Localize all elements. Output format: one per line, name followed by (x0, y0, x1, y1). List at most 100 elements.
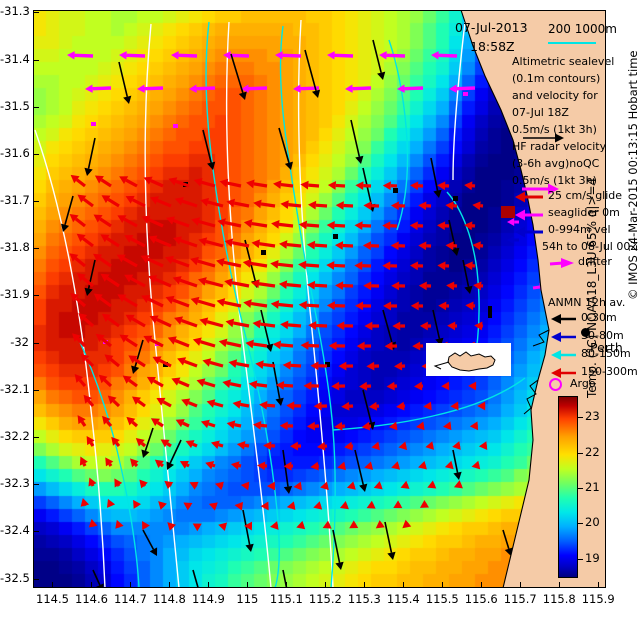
altimetric-line-2: (0.1m contours) (512, 72, 601, 85)
x-tick-mark (520, 582, 522, 588)
bathymetry-contour-3 (332, 377, 526, 431)
x-tick-label: 115.9 (581, 592, 615, 606)
x-tick-label: 115.2 (308, 592, 342, 606)
map-plot-area[interactable] (33, 10, 606, 588)
y-tick-label: -31.4 (0, 51, 30, 66)
y-tick-label: -32.2 (0, 429, 30, 443)
credit-text: © IMOS 24-Mar-2015 00:13:15 Hobart time (626, 50, 640, 300)
colorbar-tick-mark (578, 487, 583, 489)
anmn-label-150-300m: 150-300m (581, 365, 638, 378)
drifter-label: drifter (578, 255, 612, 268)
glider-arrow-icon (515, 191, 543, 203)
x-tick-mark (286, 582, 288, 588)
y-tick-label: -31.3 (0, 4, 30, 19)
colorbar-tick-mark (578, 523, 583, 525)
title-time: 18:58Z (470, 39, 515, 54)
glider-depth-arrow-icon (515, 226, 543, 238)
temperature-colorbar (558, 396, 578, 578)
x-tick-label: 115.5 (425, 592, 459, 606)
colorbar-title: Temp. (°C) NOAA18_L3U 65% q|>=4 (585, 177, 599, 398)
anmn-label-80-150m: 80-150m (581, 347, 631, 360)
colorbar-tick-label: 22 (585, 444, 600, 459)
y-tick-label: -32.1 (0, 381, 30, 396)
anmn-label-0-30m: 0-30m (581, 311, 617, 324)
y-tick-label: -32.3 (0, 476, 30, 491)
y-tick-mark (33, 578, 39, 580)
y-tick-mark (33, 342, 39, 344)
y-tick-label: -32.4 (0, 523, 30, 538)
glider-line-4: 54h to 08-Jul 00Z (542, 240, 638, 253)
y-tick-mark (33, 531, 39, 533)
anmn-arrow-80-150m-icon (551, 350, 576, 360)
y-tick-mark (33, 295, 39, 297)
anmn-arrow-30-80m-icon (551, 332, 576, 342)
colorbar-tick-label: 20 (585, 515, 600, 530)
x-tick-mark (208, 582, 210, 588)
glider-line-2: seaglider 0m (548, 206, 620, 219)
glider-line-3: 0-994m vel (548, 223, 611, 236)
seaglider-arrow-icon (515, 209, 543, 221)
y-tick-mark (33, 248, 39, 250)
colorbar-tick-label: 21 (585, 479, 600, 494)
perth-marker-icon (581, 328, 590, 337)
colorbar-tick-label: 19 (585, 550, 600, 565)
x-tick-label: 114.9 (191, 592, 225, 606)
scalebar-line (548, 42, 596, 44)
x-tick-label: 115.3 (347, 592, 381, 606)
x-tick-label: 114.6 (75, 592, 108, 606)
bathymetry-contour-0 (205, 21, 280, 588)
hfradar-arrow-icon (522, 183, 559, 195)
bathymetry-contour-2 (78, 339, 140, 588)
x-tick-mark (325, 582, 327, 588)
sealevel-contour-3 (297, 19, 334, 588)
y-tick-mark (33, 437, 39, 438)
x-tick-label: 115 (236, 592, 259, 606)
x-tick-mark (442, 582, 444, 588)
y-tick-label: -31.9 (0, 287, 30, 302)
colorbar-tick-mark (578, 417, 583, 419)
altimetric-line-5: 0.5m/s (1kt 3h) (512, 123, 597, 136)
y-tick-label: -31.8 (0, 240, 30, 255)
y-tick-mark (33, 106, 39, 108)
colorbar-tick-mark (578, 558, 583, 560)
y-tick-label: -31.5 (0, 98, 30, 113)
y-tick-mark (33, 12, 39, 14)
colorbar-tick-mark (578, 452, 583, 454)
x-tick-mark (403, 582, 405, 588)
altimetric-line-3: and velocity for (512, 89, 598, 102)
x-tick-label: 115.6 (464, 592, 498, 606)
x-tick-label: 115.8 (542, 592, 576, 606)
hfradar-line-3: 0.5m/s (1kt 3h) (512, 174, 597, 187)
x-tick-mark (481, 582, 483, 588)
glider-line-1: 25 cm/s glide (548, 189, 623, 202)
x-tick-label: 114.7 (113, 592, 147, 606)
y-tick-mark (33, 201, 39, 203)
x-tick-mark (364, 582, 366, 588)
x-tick-label: 115.7 (503, 592, 537, 606)
y-tick-mark (33, 153, 39, 155)
scalebar-label: 200 1000m (548, 22, 617, 36)
colorbar-tick-label: 23 (585, 409, 600, 424)
x-tick-mark (52, 582, 54, 588)
anmn-arrow-0-30m-icon (551, 314, 576, 324)
x-tick-mark (559, 582, 561, 588)
rottnest-island (426, 343, 511, 376)
y-tick-label: -32 (10, 334, 29, 349)
x-tick-mark (169, 582, 171, 588)
anmn-arrow-150-300m-icon (551, 368, 576, 378)
hfradar-line-2: (3-6h avg)noQC (512, 157, 600, 170)
altimetric-arrow-icon (523, 133, 564, 143)
bathymetry-contour-1 (279, 25, 336, 588)
altimetric-line-1: Altimetric sealevel (512, 55, 615, 68)
y-tick-mark (33, 484, 39, 486)
sealevel-contour-4 (452, 21, 466, 181)
y-tick-mark (33, 59, 39, 61)
x-tick-mark (247, 582, 249, 588)
y-tick-label: -32.5 (0, 570, 30, 585)
x-tick-label: 114.5 (36, 592, 69, 606)
x-tick-label: 114.8 (152, 592, 186, 606)
hfradar-line-1: HF radar velocity (512, 140, 607, 153)
y-tick-label: -31.6 (0, 145, 30, 160)
argo-label: Argo (570, 377, 596, 390)
